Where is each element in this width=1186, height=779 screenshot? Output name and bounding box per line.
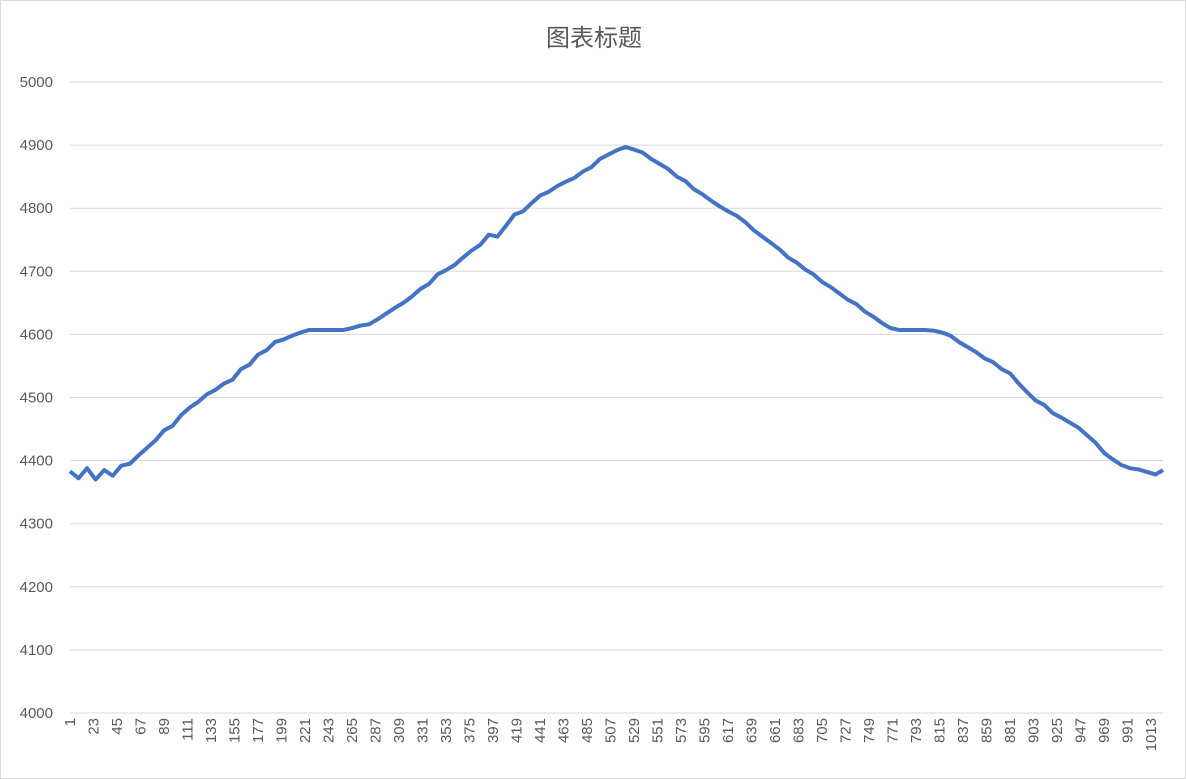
x-tick-label: 903	[1026, 718, 1043, 743]
x-tick-label: 199	[274, 718, 291, 743]
x-tick-label: 287	[368, 718, 385, 743]
x-tick-label: 419	[509, 718, 526, 743]
y-tick-label: 4900	[20, 137, 53, 154]
x-tick-label: 243	[321, 718, 338, 743]
x-tick-label: 661	[767, 718, 784, 743]
y-tick-label: 4700	[20, 263, 53, 280]
y-tick-label: 4100	[20, 642, 53, 659]
x-tick-label: 573	[673, 718, 690, 743]
x-tick-label: 177	[250, 718, 267, 743]
x-tick-label: 485	[579, 718, 596, 743]
x-tick-label: 749	[861, 718, 878, 743]
y-tick-label: 4800	[20, 200, 53, 217]
x-tick-label: 705	[814, 718, 831, 743]
x-tick-label: 815	[932, 718, 949, 743]
x-tick-label: 441	[532, 718, 549, 743]
x-tick-label: 991	[1120, 718, 1137, 743]
x-tick-label: 529	[626, 718, 643, 743]
x-tick-label: 947	[1073, 718, 1090, 743]
y-tick-label: 4600	[20, 326, 53, 343]
x-tick-label: 551	[650, 718, 667, 743]
y-tick-label: 4400	[20, 453, 53, 470]
data-line	[68, 144, 1165, 482]
x-tick-label: 89	[156, 718, 173, 735]
x-tick-label: 837	[955, 718, 972, 743]
x-tick-label: 397	[485, 718, 502, 743]
x-tick-label: 639	[744, 718, 761, 743]
y-tick-label: 5000	[20, 74, 53, 91]
y-tick-label: 4300	[20, 516, 53, 533]
x-tick-label: 221	[297, 718, 314, 743]
x-tick-label: 133	[203, 718, 220, 743]
x-tick-label: 925	[1049, 718, 1066, 743]
x-tick-label: 463	[556, 718, 573, 743]
x-tick-label: 23	[86, 718, 103, 735]
y-tick-label: 4000	[20, 705, 53, 722]
x-tick-label: 881	[1002, 718, 1019, 743]
x-tick-label: 111	[180, 718, 197, 741]
x-tick-label: 1	[62, 718, 79, 726]
y-tick-label: 4500	[20, 390, 53, 407]
x-tick-label: 683	[791, 718, 808, 743]
x-tick-label: 793	[908, 718, 925, 743]
x-tick-label: 859	[979, 718, 996, 743]
x-tick-label: 353	[438, 718, 455, 743]
x-tick-label: 1013	[1143, 718, 1160, 751]
x-tick-label: 375	[462, 718, 479, 743]
y-tick-label: 4200	[20, 579, 53, 596]
x-tick-label: 331	[415, 718, 432, 743]
x-tick-label: 617	[720, 718, 737, 743]
x-tick-label: 67	[133, 718, 150, 735]
x-tick-label: 727	[838, 718, 855, 743]
x-tick-label: 771	[885, 718, 902, 743]
x-tick-label: 155	[227, 718, 244, 743]
x-tick-label: 595	[697, 718, 714, 743]
x-tick-label: 969	[1096, 718, 1113, 743]
x-tick-label: 309	[391, 718, 408, 743]
x-tick-label: 507	[603, 718, 620, 743]
x-tick-label: 45	[109, 718, 126, 735]
chart-title: 图表标题	[546, 25, 642, 52]
x-tick-label: 265	[344, 718, 361, 743]
